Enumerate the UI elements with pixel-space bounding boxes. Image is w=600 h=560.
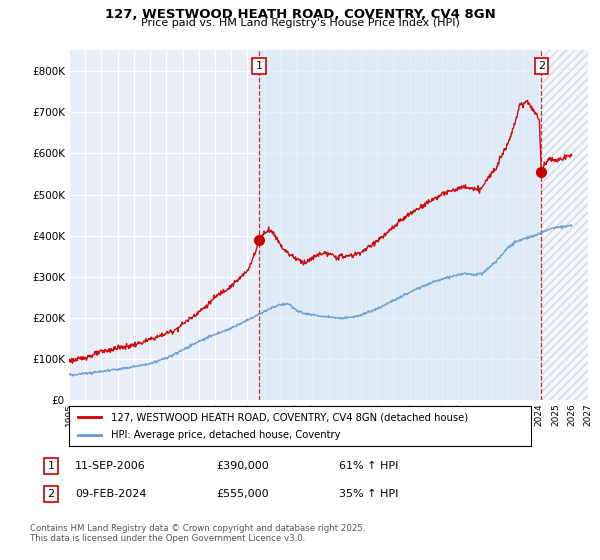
- Bar: [259, 50, 541, 400]
- Text: £390,000: £390,000: [216, 461, 269, 471]
- Text: 2: 2: [47, 489, 55, 499]
- Text: 127, WESTWOOD HEATH ROAD, COVENTRY, CV4 8GN: 127, WESTWOOD HEATH ROAD, COVENTRY, CV4 …: [104, 8, 496, 21]
- Text: 61% ↑ HPI: 61% ↑ HPI: [339, 461, 398, 471]
- Text: 1: 1: [256, 61, 263, 71]
- Text: HPI: Average price, detached house, Coventry: HPI: Average price, detached house, Cove…: [110, 430, 340, 440]
- Text: 09-FEB-2024: 09-FEB-2024: [75, 489, 146, 499]
- Text: 11-SEP-2006: 11-SEP-2006: [75, 461, 146, 471]
- Text: £555,000: £555,000: [216, 489, 269, 499]
- Text: 2: 2: [538, 61, 545, 71]
- Bar: [541, 50, 588, 400]
- Text: Contains HM Land Registry data © Crown copyright and database right 2025.
This d: Contains HM Land Registry data © Crown c…: [30, 524, 365, 543]
- Text: Price paid vs. HM Land Registry's House Price Index (HPI): Price paid vs. HM Land Registry's House …: [140, 18, 460, 29]
- Bar: [541, 50, 588, 400]
- Text: 1: 1: [47, 461, 55, 471]
- Text: 35% ↑ HPI: 35% ↑ HPI: [339, 489, 398, 499]
- Text: 127, WESTWOOD HEATH ROAD, COVENTRY, CV4 8GN (detached house): 127, WESTWOOD HEATH ROAD, COVENTRY, CV4 …: [110, 412, 468, 422]
